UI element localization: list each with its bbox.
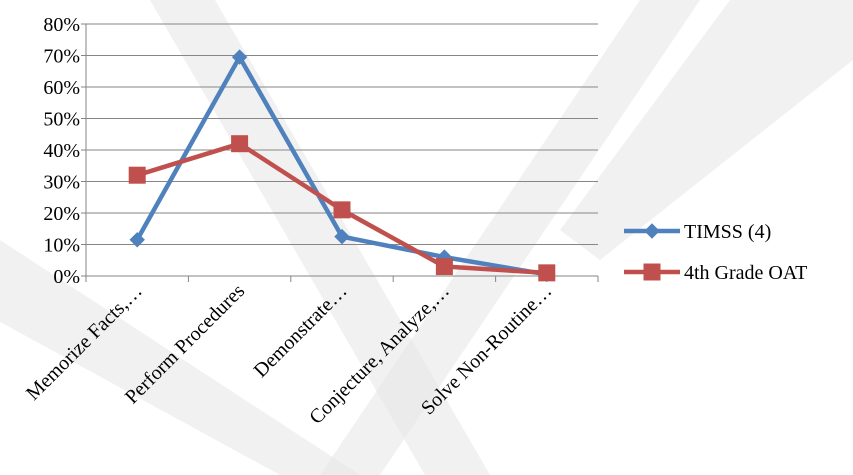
y-tick-label: 30% — [43, 172, 80, 194]
y-tick-label: 60% — [43, 77, 80, 99]
legend: TIMSS (4) 4th Grade OAT — [624, 221, 807, 284]
y-tick-label: 10% — [43, 235, 80, 257]
y-tick-label: 50% — [43, 109, 80, 131]
legend-label: 4th Grade OAT — [684, 262, 807, 284]
series-2 — [128, 135, 556, 282]
watermark-band-2 — [320, 0, 700, 475]
square-marker-icon — [643, 263, 661, 281]
y-tick-label: 70% — [43, 46, 80, 68]
legend-item-2: 4th Grade OAT — [624, 262, 807, 284]
watermark-band-4 — [560, 0, 853, 260]
x-tick-label: Demonstrate… — [250, 280, 352, 382]
data-point — [231, 135, 249, 153]
watermark-band-3 — [0, 240, 360, 475]
data-point — [538, 264, 556, 282]
data-point — [129, 232, 145, 248]
y-tick-label: 40% — [43, 140, 80, 162]
data-point — [128, 166, 146, 184]
legend-item-1: TIMSS (4) — [624, 221, 771, 243]
axes — [81, 23, 599, 282]
y-tick-label: 0% — [53, 266, 80, 288]
y-tick-label: 80% — [43, 14, 80, 36]
data-point — [231, 49, 248, 65]
data-point — [435, 258, 453, 276]
data-point — [334, 228, 350, 245]
data-point — [333, 201, 351, 219]
y-axis-tick-labels: 0% 10% 20% 30% 40% 50% 60% 70% 80% — [43, 14, 80, 288]
legend-label: TIMSS (4) — [684, 221, 771, 243]
series-layer — [128, 49, 556, 283]
y-tick-label: 20% — [43, 203, 80, 225]
diamond-marker-icon — [644, 223, 660, 239]
